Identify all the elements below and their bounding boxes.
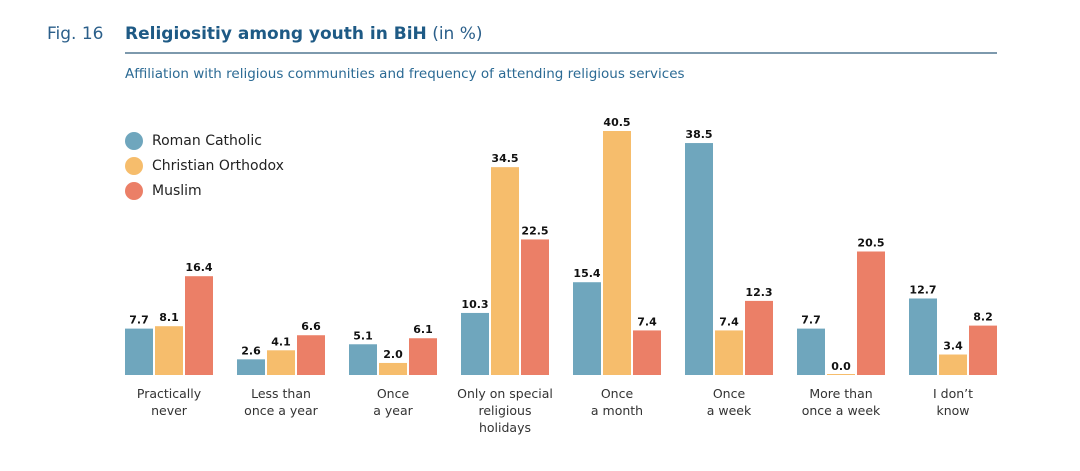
legend-label: Christian Orthodox: [152, 157, 284, 174]
data-label-christian-orthodox: 8.1: [159, 311, 179, 324]
data-label-muslim: 22.5: [521, 224, 548, 237]
data-label-christian-orthodox: 40.5: [603, 116, 630, 129]
data-label-roman-catholic: 7.7: [129, 314, 149, 327]
bar-christian-orthodox: [827, 374, 855, 375]
chart-title-main: Religiositiy among youth in BiH: [125, 24, 427, 44]
bar-group-once-a-month: 15.4 40.5 7.4 Once a month: [573, 116, 661, 418]
data-label-muslim: 16.4: [185, 261, 212, 274]
bar-roman-catholic: [797, 328, 825, 375]
category-label: Once: [713, 386, 746, 401]
bar-christian-orthodox: [603, 131, 631, 375]
data-label-roman-catholic: 5.1: [353, 329, 373, 342]
data-label-christian-orthodox: 2.0: [383, 348, 403, 361]
bar-group-more-than-once-a-week: 7.7 0.0 20.5 More than once a week: [797, 236, 885, 418]
data-label-muslim: 20.5: [857, 236, 884, 249]
category-label: Less than: [251, 386, 311, 401]
category-label: holidays: [479, 420, 531, 435]
category-label: once a year: [244, 403, 318, 418]
legend-swatch-roman-catholic: [125, 131, 143, 150]
category-label: More than: [809, 386, 872, 401]
data-label-roman-catholic: 38.5: [685, 128, 712, 141]
bar-christian-orthodox: [491, 167, 519, 375]
bar-group-i-don-t-know: 12.7 3.4 8.2 I don’t know: [909, 283, 997, 418]
category-label: Once: [601, 386, 634, 401]
legend-swatch-christian-orthodox: [125, 156, 143, 175]
legend-label: Roman Catholic: [152, 132, 262, 149]
bar-christian-orthodox: [155, 326, 183, 375]
category-label: Only on special: [457, 386, 553, 401]
bar-christian-orthodox: [939, 354, 967, 375]
bar-roman-catholic: [237, 359, 265, 375]
bar-muslim: [745, 300, 773, 375]
bar-group-less-than-once-a-year: 2.6 4.1 6.6 Less than once a year: [237, 320, 325, 418]
chart-title-unit: (in %): [432, 24, 483, 44]
category-label: Once: [377, 386, 410, 401]
title-rule: [125, 52, 997, 54]
data-label-roman-catholic: 12.7: [909, 283, 936, 296]
bar-muslim: [521, 239, 549, 375]
legend-swatch-muslim: [125, 181, 143, 200]
category-label: a month: [591, 403, 643, 418]
bar-roman-catholic: [125, 328, 153, 375]
category-label: religious: [479, 403, 532, 418]
category-label: Practically: [137, 386, 202, 401]
bar-roman-catholic: [685, 143, 713, 375]
bar-group-only-on-special-religious-holidays: 10.3 34.5 22.5 Only on special religious holi…: [457, 152, 553, 435]
chart-title: Religiositiy among youth in BiH (in %): [125, 24, 483, 44]
legend-item-muslim: Muslim: [125, 178, 284, 203]
data-label-christian-orthodox: 34.5: [491, 152, 518, 165]
chart-subtitle: Affiliation with religious communities a…: [125, 66, 685, 82]
category-label: I don’t: [933, 386, 973, 401]
data-label-christian-orthodox: 3.4: [943, 340, 963, 353]
bar-muslim: [185, 276, 213, 375]
bar-roman-catholic: [909, 298, 937, 375]
bar-group-once-a-year: 5.1 2.0 6.1 Once a year: [349, 323, 437, 418]
legend-item-christian-orthodox: Christian Orthodox: [125, 153, 284, 178]
data-label-muslim: 7.4: [637, 315, 657, 328]
category-label: a week: [707, 403, 752, 418]
data-label-roman-catholic: 7.7: [801, 314, 821, 327]
legend-item-roman-catholic: Roman Catholic: [125, 128, 284, 153]
category-label: know: [936, 403, 969, 418]
data-label-muslim: 6.1: [413, 323, 433, 336]
bar-muslim: [969, 325, 997, 375]
data-label-roman-catholic: 15.4: [573, 267, 600, 280]
bar-group-once-a-week: 38.5 7.4 12.3 Once a week: [685, 128, 773, 418]
bar-group-practically-never: 7.7 8.1 16.4 Practically never: [125, 261, 213, 418]
category-label: once a week: [802, 403, 881, 418]
data-label-muslim: 6.6: [301, 320, 321, 333]
bar-roman-catholic: [573, 282, 601, 375]
bar-muslim: [857, 251, 885, 375]
category-label: a year: [373, 403, 413, 418]
figure-number: Fig. 16: [47, 24, 104, 44]
bar-muslim: [633, 330, 661, 375]
bar-christian-orthodox: [715, 330, 743, 375]
bar-roman-catholic: [461, 312, 489, 375]
bar-christian-orthodox: [379, 362, 407, 375]
data-label-christian-orthodox: 0.0: [831, 360, 851, 373]
bar-christian-orthodox: [267, 350, 295, 375]
data-label-christian-orthodox: 4.1: [271, 335, 291, 348]
data-label-roman-catholic: 10.3: [461, 298, 488, 311]
bar-muslim: [297, 335, 325, 375]
data-label-christian-orthodox: 7.4: [719, 315, 739, 328]
bar-roman-catholic: [349, 344, 377, 375]
data-label-muslim: 12.3: [745, 286, 772, 299]
bar-muslim: [409, 338, 437, 375]
data-label-roman-catholic: 2.6: [241, 344, 261, 357]
category-label: never: [151, 403, 188, 418]
data-label-muslim: 8.2: [973, 311, 993, 324]
legend-label: Muslim: [152, 182, 202, 199]
legend: Roman Catholic Christian Orthodox Muslim: [125, 128, 284, 203]
